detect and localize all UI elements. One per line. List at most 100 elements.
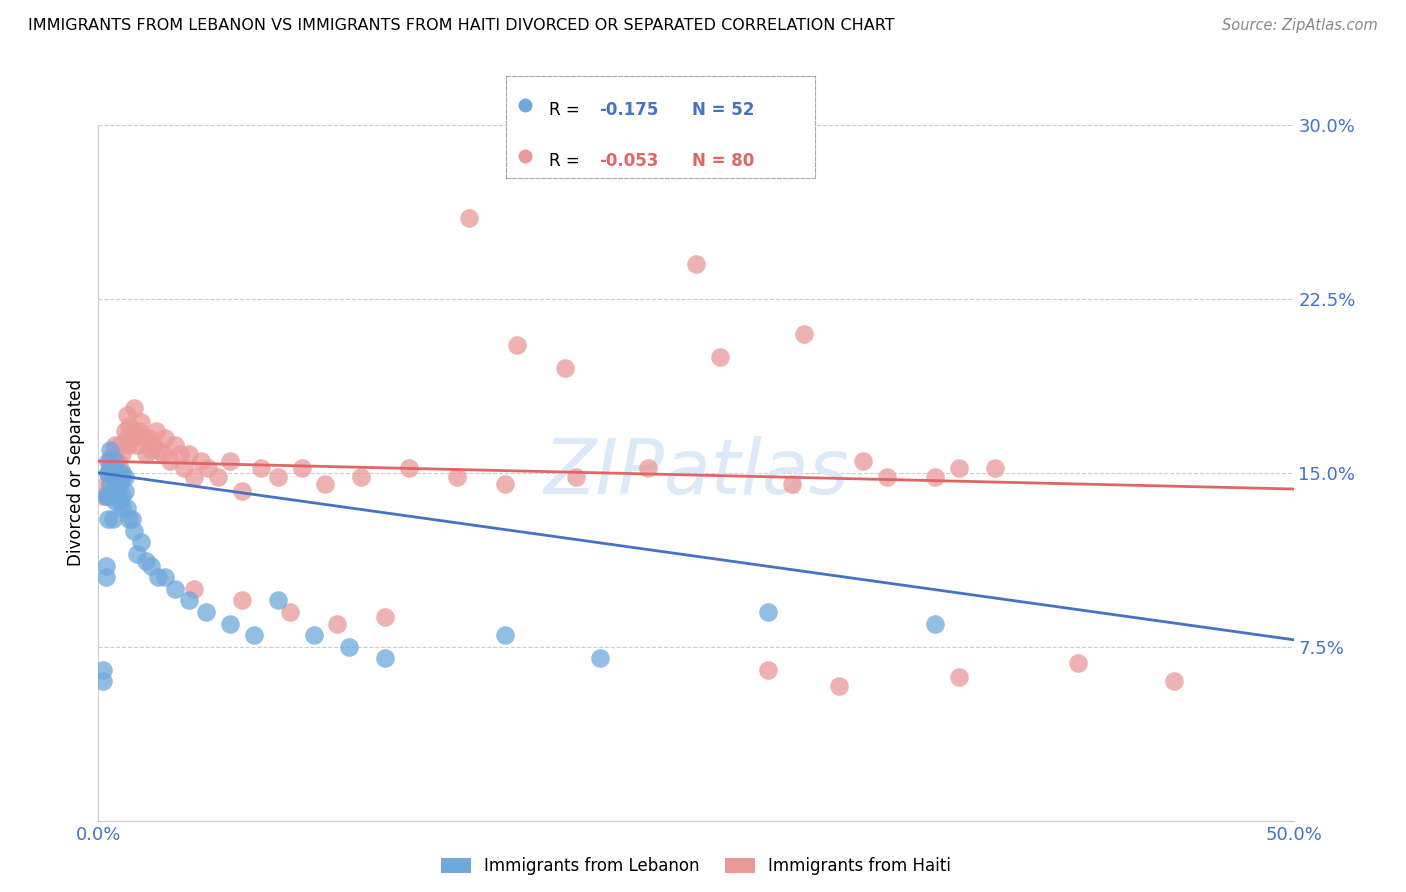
Point [152,447,174,461]
Point [326,616,349,631]
Point [111,500,134,515]
Point [124,424,146,438]
Point [97,454,120,468]
Point [107,470,129,484]
Y-axis label: Divorced or Separated: Divorced or Separated [66,379,84,566]
Point [876,470,898,484]
Point [142,438,165,452]
Point [183,582,205,596]
Point [98,489,122,503]
Legend: Immigrants from Lebanon, Immigrants from Haiti: Immigrants from Lebanon, Immigrants from… [434,851,957,882]
Point [685,257,707,271]
Point [924,470,946,484]
Point [139,442,162,457]
Point [163,582,186,596]
Point [458,211,481,225]
Point [398,461,420,475]
Point [756,663,779,677]
Point [97,512,120,526]
Point [194,605,217,619]
Point [115,500,138,515]
Point [219,616,242,631]
Point [114,470,136,484]
Point [104,438,127,452]
Point [231,593,253,607]
Point [118,419,141,434]
Point [124,524,146,538]
Point [756,605,779,619]
Point [179,447,201,461]
Point [179,593,201,607]
Point [94,558,117,573]
Text: Source: ZipAtlas.com: Source: ZipAtlas.com [1222,18,1378,33]
Point [513,97,536,112]
Point [115,431,138,445]
Point [135,554,157,568]
Point [374,651,396,665]
Point [148,442,170,457]
Point [138,431,160,445]
Point [948,670,970,684]
Point [278,605,301,619]
Point [852,454,875,468]
Point [337,640,360,654]
Point [163,438,186,452]
Point [125,438,148,452]
Point [131,415,153,429]
Point [98,477,122,491]
Point [589,651,612,665]
Point [97,466,120,480]
Point [159,454,181,468]
Point [104,482,127,496]
Point [98,454,122,468]
Point [97,489,120,503]
Point [139,558,162,573]
Point [107,454,129,468]
Point [446,470,468,484]
Point [91,663,114,677]
Point [132,431,155,445]
Point [267,470,290,484]
Point [101,447,124,461]
Text: R =: R = [550,153,585,170]
Point [128,424,150,438]
Point [101,512,124,526]
Text: N = 52: N = 52 [692,101,754,119]
Point [94,489,117,503]
Point [111,489,134,503]
Point [114,424,136,438]
Point [197,461,219,475]
Point [924,616,946,631]
Point [793,326,815,341]
Point [124,401,146,415]
Point [494,628,516,642]
Point [983,461,1005,475]
Point [118,512,141,526]
Point [828,679,851,693]
Point [111,470,134,484]
Point [94,489,117,503]
Point [104,493,127,508]
Point [101,470,124,484]
Point [231,484,253,499]
Point [131,535,153,549]
Point [155,570,177,584]
Point [101,470,124,484]
Point [108,477,131,491]
Point [121,431,143,445]
Point [97,466,120,480]
Point [118,438,141,452]
Point [98,477,122,491]
Point [97,489,120,503]
Point [1163,674,1185,689]
Point [94,477,117,491]
Point [135,447,157,461]
Point [98,461,122,475]
Text: ZIP​atlas: ZIP​atlas [543,436,849,509]
Point [219,454,242,468]
Point [111,466,134,480]
Point [173,461,195,475]
Point [111,447,134,461]
Text: -0.053: -0.053 [599,153,658,170]
Point [513,149,536,163]
